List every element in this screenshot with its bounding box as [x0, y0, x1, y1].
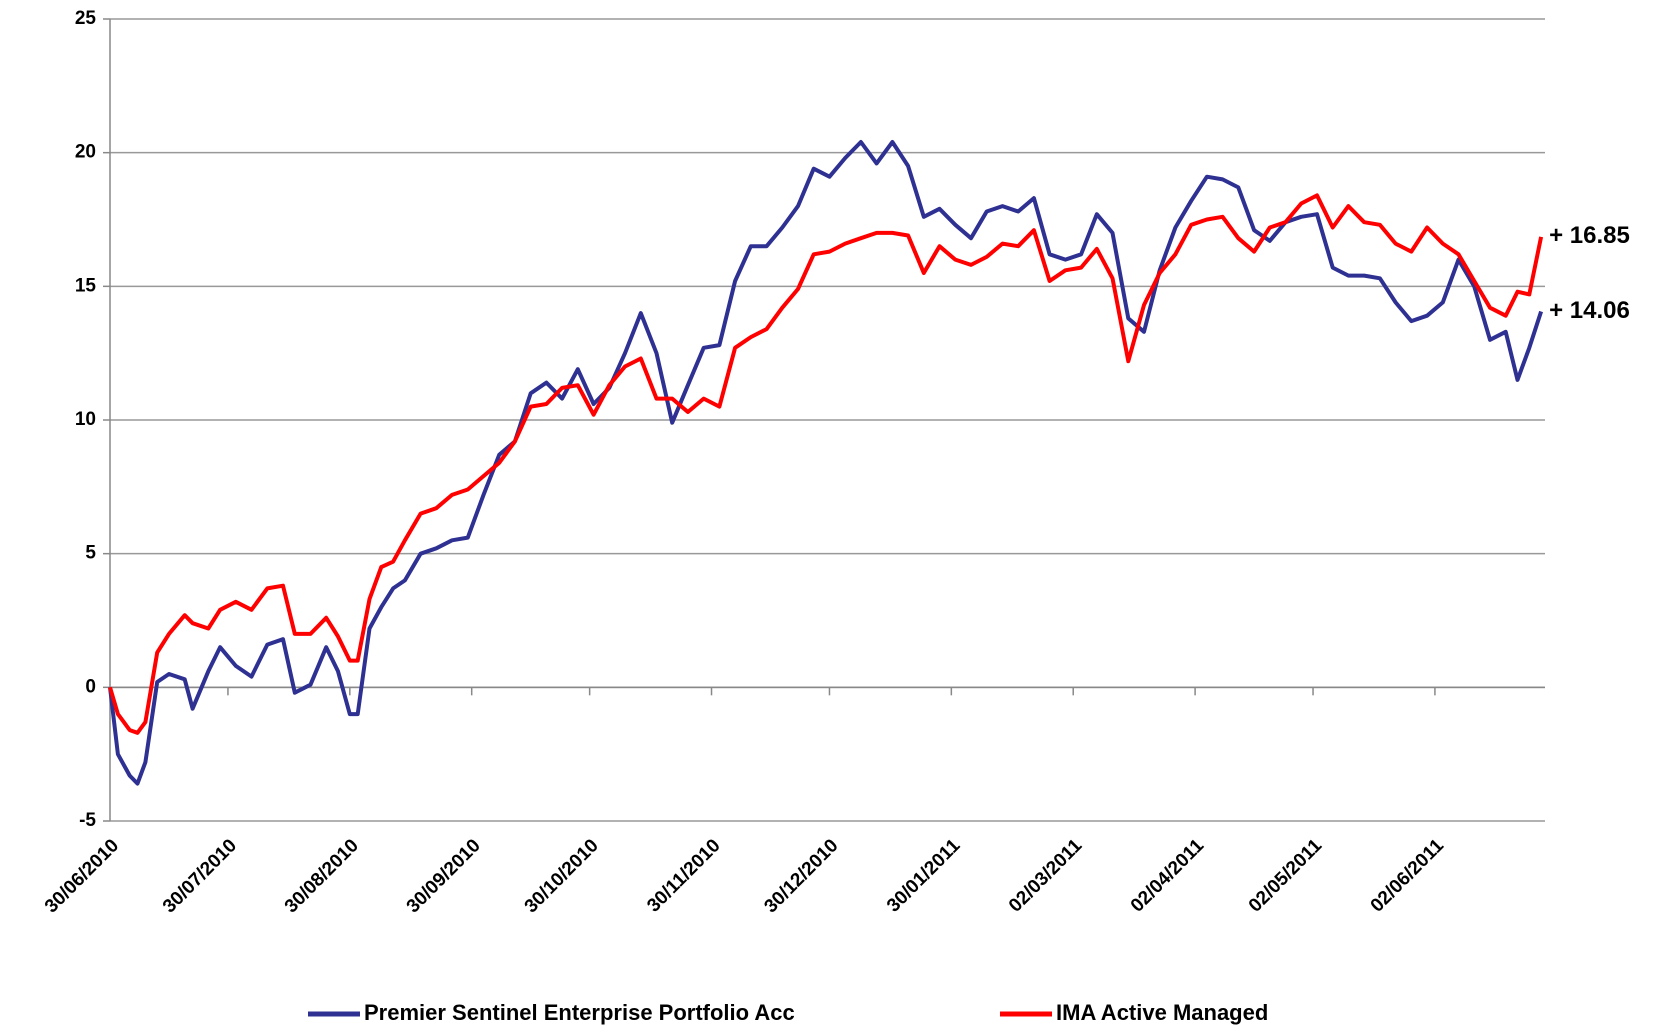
x-tick-label: 30/01/2011 — [883, 835, 965, 917]
x-tick-label: 02/05/2011 — [1245, 835, 1327, 917]
y-tick-label: 25 — [75, 8, 97, 29]
x-tick-label: 30/09/2010 — [403, 835, 485, 917]
x-tick-label: 02/03/2011 — [1005, 835, 1087, 917]
y-tick-label: -5 — [79, 810, 96, 831]
value-label: + 16.85 — [1549, 222, 1630, 249]
x-tick-label: 30/06/2010 — [41, 835, 123, 917]
x-tick-label: 30/12/2010 — [760, 835, 842, 917]
y-tick-label: 20 — [75, 142, 96, 163]
x-tick-label: 30/11/2010 — [643, 835, 724, 916]
legend-label: IMA Active Managed — [1056, 1000, 1268, 1025]
value-label: + 14.06 — [1549, 297, 1630, 324]
y-tick-label: 5 — [85, 543, 96, 564]
x-tick-label: 02/06/2011 — [1367, 835, 1449, 917]
y-tick-label: 15 — [75, 275, 97, 296]
x-tick-label: 30/10/2010 — [521, 835, 603, 917]
x-tick-label: 30/07/2010 — [159, 835, 241, 917]
x-tick-label: 30/08/2010 — [281, 835, 363, 917]
y-tick-label: 0 — [85, 676, 96, 697]
legend-label: Premier Sentinel Enterprise Portfolio Ac… — [364, 1000, 795, 1025]
y-tick-label: 10 — [75, 409, 96, 430]
series-line — [108, 140, 1544, 786]
x-tick-label: 02/04/2011 — [1127, 835, 1209, 917]
series-line — [108, 193, 1544, 735]
